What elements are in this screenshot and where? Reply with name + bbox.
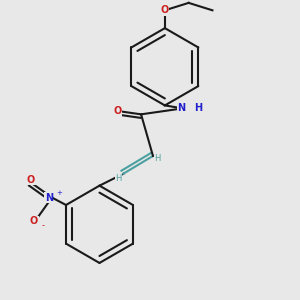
Text: O: O <box>161 5 169 15</box>
Text: O: O <box>30 216 38 226</box>
Text: H: H <box>116 174 122 183</box>
Text: H: H <box>195 103 203 113</box>
Text: -: - <box>41 221 44 230</box>
Text: O: O <box>113 106 122 116</box>
Text: O: O <box>27 175 35 185</box>
Text: N: N <box>45 193 53 202</box>
Text: H: H <box>154 154 161 164</box>
Text: +: + <box>56 190 62 196</box>
Text: N: N <box>178 103 186 113</box>
